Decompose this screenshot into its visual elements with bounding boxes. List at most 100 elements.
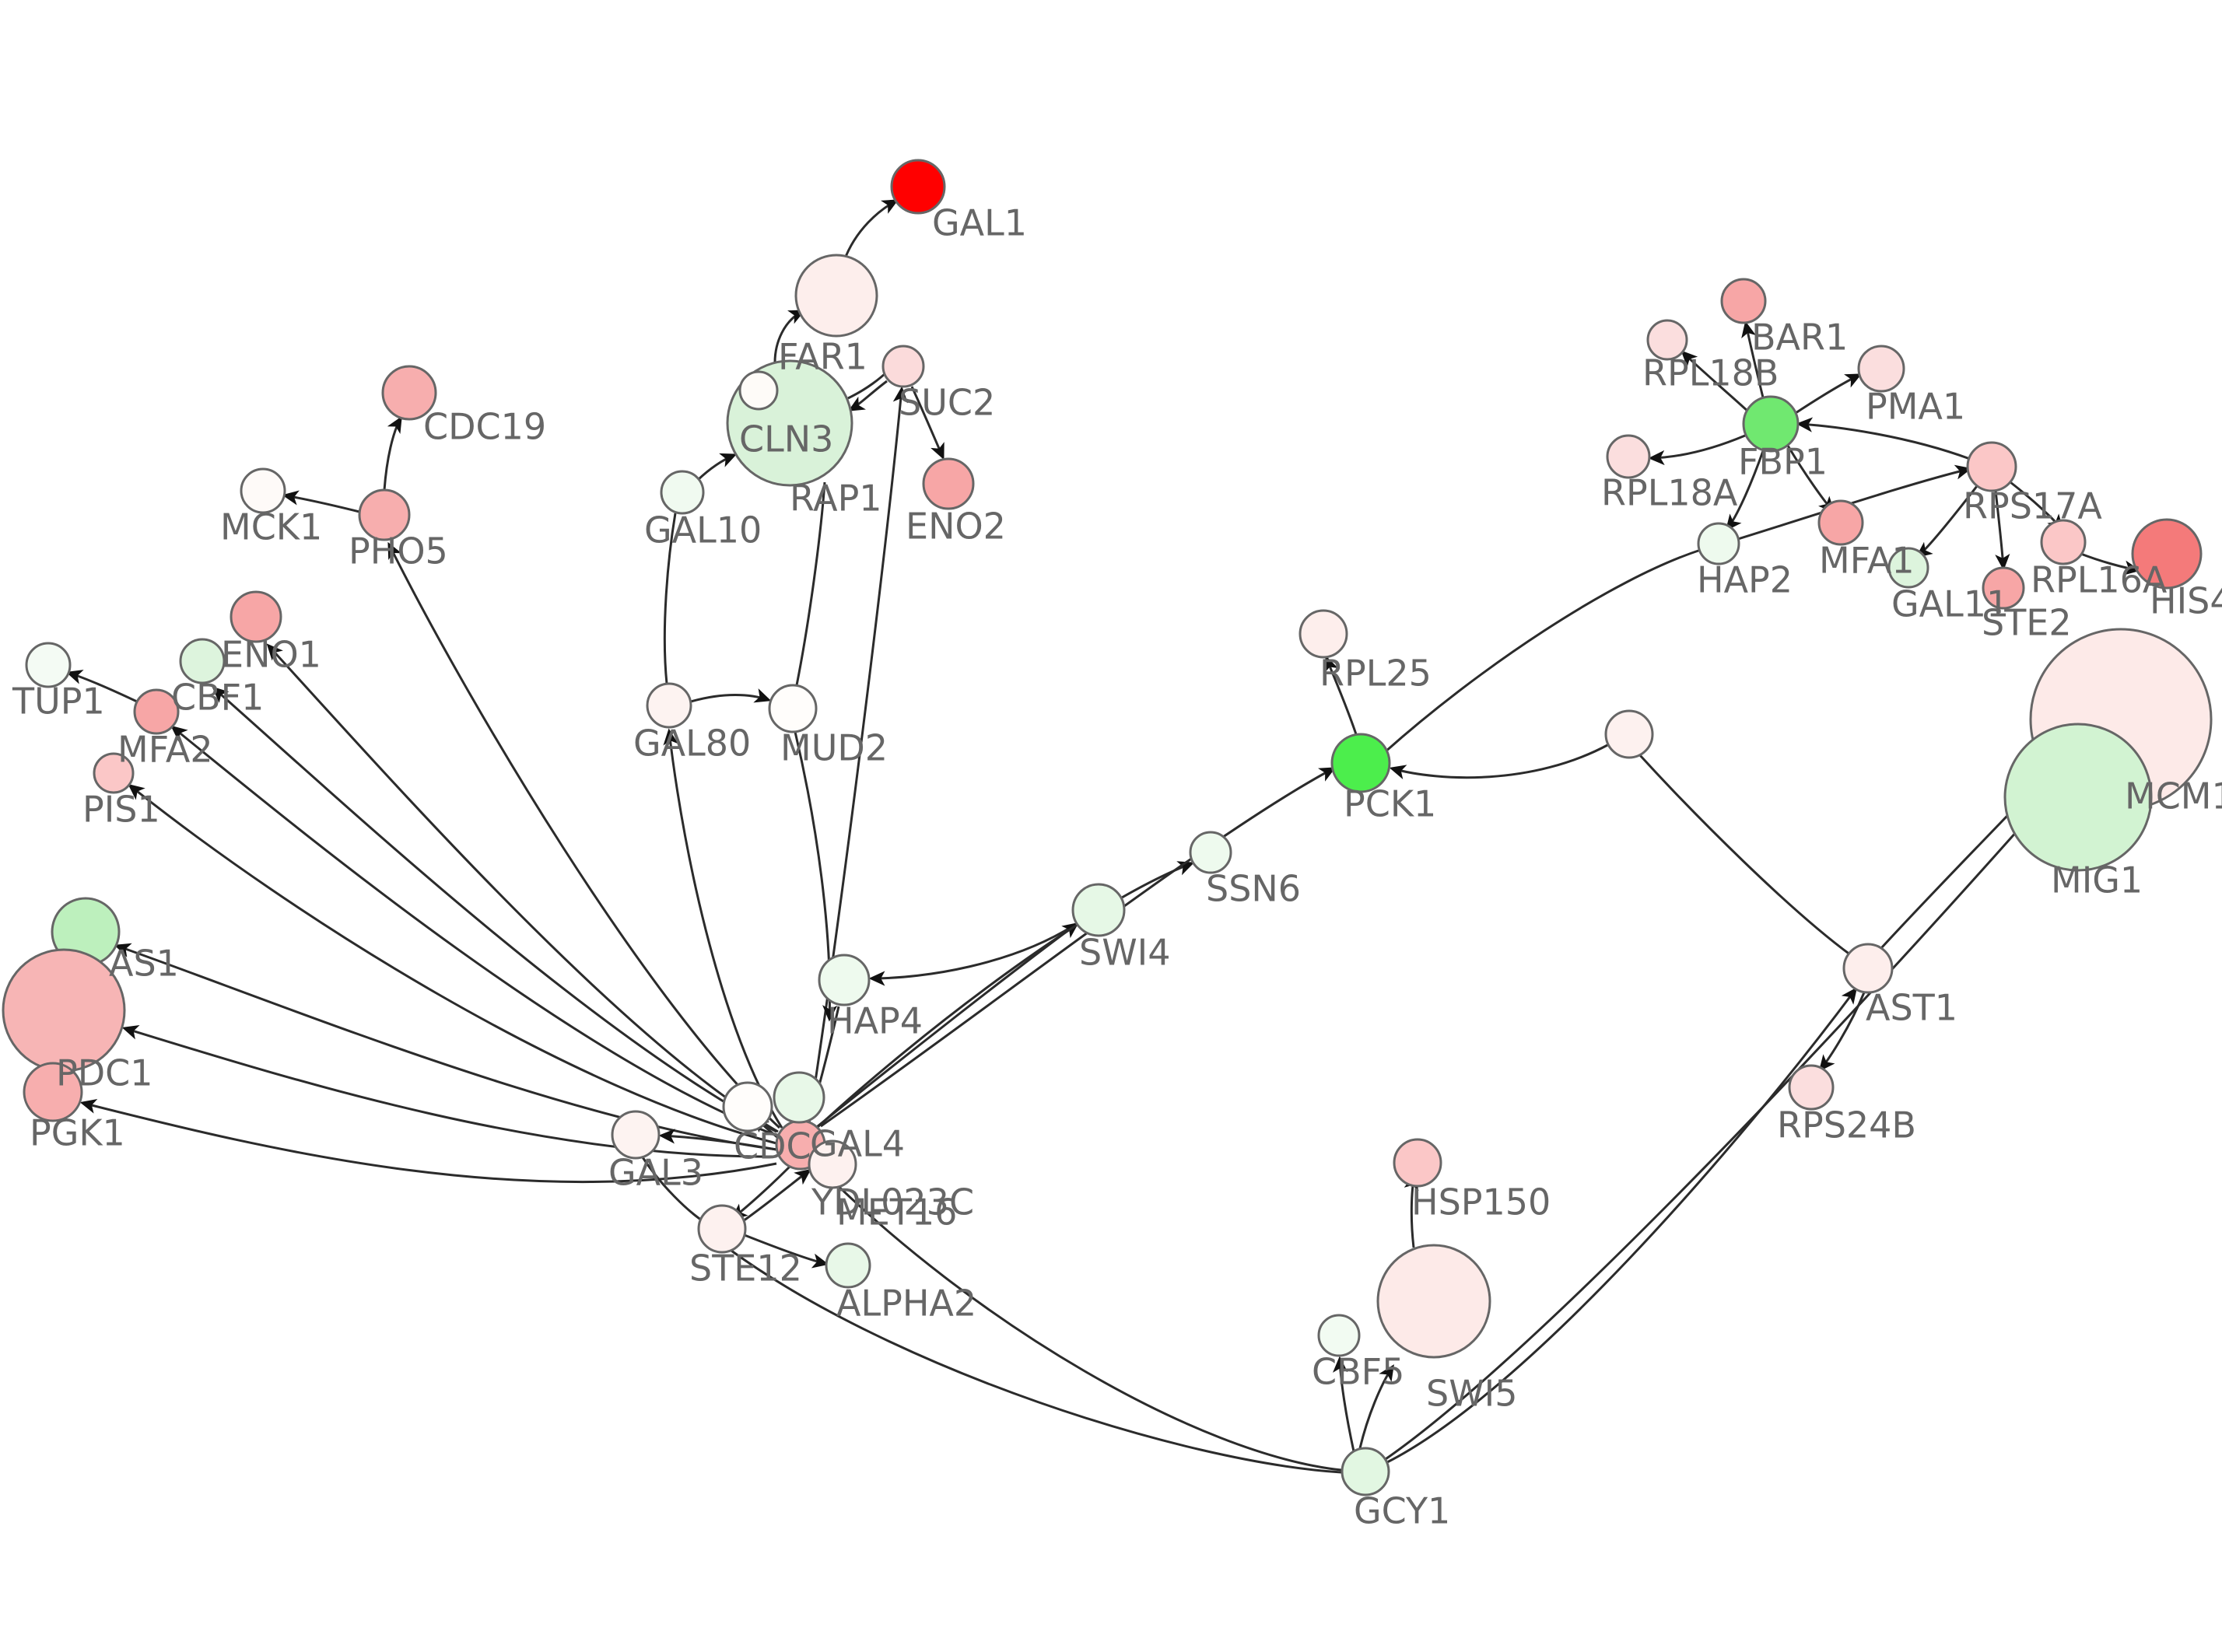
node-swi4[interactable] — [1071, 883, 1126, 937]
node-label-gal80: GAL80 — [633, 722, 751, 764]
edge-rpl16a-to-his4 — [2078, 551, 2141, 576]
node-label-gas1: AS1 — [109, 942, 179, 984]
node-cdcw[interactable] — [722, 1081, 773, 1132]
edge-mud2-to-cln3 — [795, 481, 826, 686]
node-mud2[interactable] — [768, 684, 818, 733]
node-gal1[interactable] — [890, 159, 946, 215]
node-ast1[interactable] — [1842, 943, 1894, 994]
node-alpha2[interactable] — [825, 1242, 871, 1289]
node-label-swi5: SWI5 — [1426, 1372, 1518, 1414]
node-label-ste2: STE2 — [1982, 601, 2072, 643]
node-label-cbf5: CBF5 — [1312, 1350, 1404, 1392]
edge-suc2-to-cln3 — [847, 380, 888, 411]
node-rpl18b[interactable] — [1646, 319, 1688, 361]
node-rpl16a[interactable] — [2040, 519, 2087, 565]
node-label-cdcw: CDC — [734, 1125, 811, 1167]
node-label-eno2: ENO2 — [906, 505, 1006, 547]
node-label-his4: HIS4 — [2150, 579, 2222, 621]
edge-ste12-to-alpha2 — [744, 1234, 829, 1269]
node-pgk1[interactable] — [23, 1062, 83, 1122]
node-eno2[interactable] — [922, 457, 975, 510]
node-hap2[interactable] — [1697, 522, 1740, 565]
node-pis1[interactable] — [93, 752, 135, 794]
edge-gal4-to-mfa2 — [170, 725, 777, 1137]
node-mig1[interactable] — [2003, 723, 2153, 872]
node-hsp150[interactable] — [1393, 1138, 1442, 1188]
node-label-mfa2: MFA2 — [117, 728, 213, 770]
node-label-hap4: HAP4 — [827, 999, 923, 1041]
node-label-tup1: TUP1 — [12, 680, 105, 722]
edge-gal4-to-pho5 — [387, 541, 781, 1129]
node-hap4[interactable] — [818, 954, 871, 1006]
edge-fbp1-to-hap2 — [1725, 450, 1765, 531]
node-label-met16: MET16 — [836, 1191, 957, 1233]
node-label-ste12: STE12 — [689, 1247, 802, 1289]
node-rpl18a[interactable] — [1606, 434, 1651, 479]
node-eno1[interactable] — [230, 590, 282, 643]
edge-gal4-to-gcy1 — [815, 1164, 1342, 1472]
node-cbf1[interactable] — [179, 638, 226, 684]
node-gal80[interactable] — [646, 682, 692, 729]
edge-gal80-to-mud2 — [690, 688, 772, 703]
edge-fbp1-to-bar1 — [1741, 320, 1765, 398]
node-ste2[interactable] — [1982, 566, 2025, 610]
node-label-mcm1: MCM1 — [2125, 775, 2222, 817]
node-rpl25[interactable] — [1299, 609, 1348, 659]
node-gal11[interactable] — [1887, 547, 1929, 589]
node-pma1[interactable] — [1857, 345, 1905, 393]
node-ste12[interactable] — [697, 1204, 747, 1254]
edge-fbp1-to-pma1 — [1795, 373, 1863, 415]
edge-gal80-to-gal10 — [663, 513, 677, 684]
node-his4[interactable] — [2131, 518, 2203, 590]
edge-gal4-to-swi4 — [813, 922, 1079, 1131]
edge-swi4-to-hap4 — [868, 924, 1074, 986]
node-rps24b[interactable] — [1788, 1064, 1835, 1111]
edge-pho5-to-mck1 — [282, 490, 363, 514]
node-ydl023c[interactable] — [808, 1139, 857, 1189]
edge-fbp1-to-rpl18b — [1681, 350, 1751, 414]
node-gal4g[interactable] — [773, 1071, 825, 1124]
node-cdc19[interactable] — [381, 365, 437, 421]
labels-layer: GAL1 FAR1 SUC2 CLN3 ENO2 CDC19 MCK1 PHO5 GAL10 RA… — [12, 201, 2222, 1531]
node-label-cdc19: CDC19 — [423, 405, 546, 447]
edge-hub1-to-ast1 — [1638, 753, 1852, 957]
node-pck1[interactable] — [1330, 733, 1391, 793]
node-label-hsp150: HSP150 — [1411, 1181, 1551, 1223]
edge-ste12-to-gcy1 — [731, 1249, 1342, 1474]
edge-pck1-to-hap2 — [1384, 548, 1702, 754]
edge-cln3-to-far1 — [773, 310, 806, 363]
node-cln3b[interactable] — [738, 370, 779, 411]
node-fbp1[interactable] — [1742, 395, 1800, 453]
node-gal3[interactable] — [611, 1110, 661, 1160]
node-mck1[interactable] — [240, 467, 286, 514]
node-hub1[interactable] — [1604, 709, 1654, 759]
edge-gcy1-to-ast1 — [1386, 987, 1858, 1464]
edge-gal4-to-pis1 — [128, 783, 777, 1145]
node-mfa2[interactable] — [133, 688, 180, 735]
node-far1[interactable] — [794, 254, 878, 338]
node-label-ssn6: SSN6 — [1206, 867, 1301, 909]
node-label-pis1: PIS1 — [82, 788, 160, 830]
node-gcy1[interactable] — [1341, 1447, 1390, 1496]
node-label-rps24b: RPS24B — [1777, 1104, 1916, 1146]
node-label-pck1: PCK1 — [1344, 782, 1436, 824]
node-label-pma1: PMA1 — [1866, 385, 1965, 427]
edge-pho5-to-cdc19 — [383, 415, 402, 491]
node-gal10[interactable] — [660, 470, 705, 515]
node-ssn6[interactable] — [1189, 831, 1232, 874]
node-cbf5[interactable] — [1317, 1314, 1361, 1357]
node-bar1[interactable] — [1720, 278, 1767, 324]
edge-ast1-to-rps24b — [1818, 992, 1866, 1072]
node-swi5[interactable] — [1376, 1244, 1491, 1359]
node-mfa1[interactable] — [1817, 499, 1864, 546]
node-tup1[interactable] — [25, 642, 72, 688]
node-suc2[interactable] — [881, 345, 925, 388]
node-label-gal4: GAL4 — [810, 1122, 905, 1164]
edge-gal4-to-cbf1 — [212, 686, 777, 1133]
node-label-gal10: GAL10 — [644, 509, 762, 551]
node-rps17a[interactable] — [1966, 441, 2017, 492]
node-pho5[interactable] — [358, 488, 411, 541]
edge-gal4-to-ssn6 — [815, 861, 1195, 1129]
node-label-gcy1: GCY1 — [1354, 1489, 1450, 1531]
